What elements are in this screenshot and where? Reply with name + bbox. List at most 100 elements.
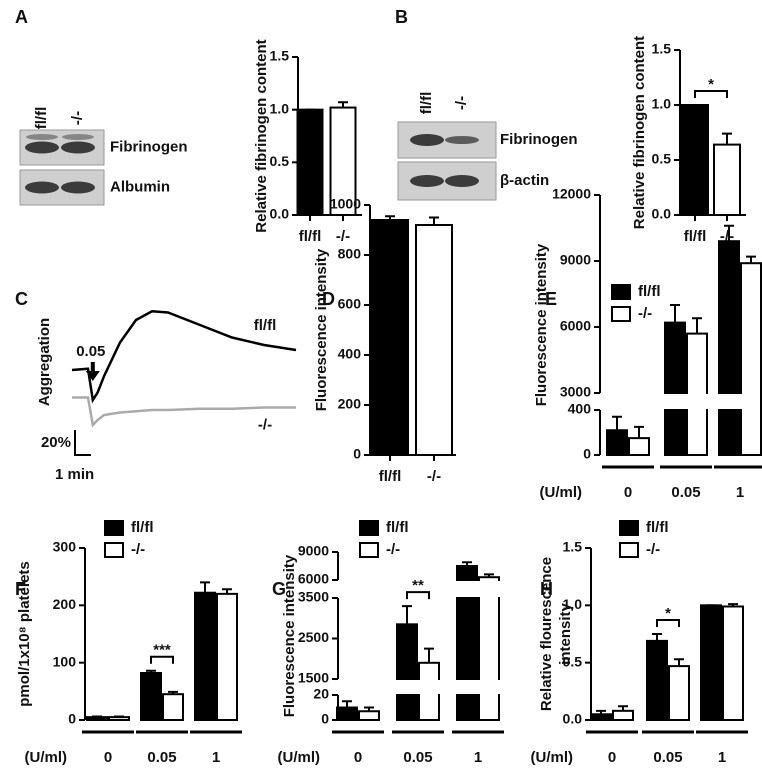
y-tick-label: 0.5: [270, 153, 290, 169]
blot-band: [61, 141, 95, 154]
blot-band: [25, 141, 59, 154]
y-axis-label: pmol/1x10⁸ platelets: [16, 561, 33, 706]
y-tick-label: 0.5: [652, 151, 672, 167]
bar: [396, 623, 418, 722]
legend-label: fl/fl: [131, 519, 154, 536]
x-tick-label: 1: [718, 749, 726, 766]
error-bar: [484, 573, 494, 578]
panel-letter: E: [545, 289, 557, 309]
panel-letter: B: [395, 7, 408, 27]
y-tick-label: 1500: [298, 670, 329, 686]
lane-label: fl/fl: [418, 92, 435, 115]
legend-label: fl/fl: [638, 283, 661, 300]
legend-swatch: [611, 284, 631, 300]
legend-swatch: [619, 542, 639, 558]
bar: [86, 716, 108, 722]
band-label: Fibrinogen: [110, 138, 188, 155]
y-tick-label: 3500: [298, 589, 329, 605]
y-axis-label: intensity: [557, 603, 574, 665]
x-tick-label: 1: [736, 484, 744, 501]
error-bar: [364, 706, 374, 712]
lane-label: -/-: [453, 96, 470, 110]
x-tick-label: fl/fl: [684, 228, 707, 245]
significance-label: *: [708, 76, 714, 93]
error-bar: [674, 658, 684, 667]
panel-letter: G: [272, 579, 286, 599]
significance-label: **: [412, 577, 424, 594]
panel-letter: C: [15, 289, 28, 309]
x-tick-label: 0.05: [671, 484, 700, 501]
x-axis-label: (U/ml): [278, 749, 321, 766]
panel-letter: A: [15, 7, 28, 27]
y-tick-label: 200: [53, 596, 77, 612]
bar: [358, 710, 380, 721]
bar: [162, 693, 184, 722]
legend-swatch: [104, 520, 124, 536]
series-label: -/-: [258, 416, 272, 433]
scale-label: 1 min: [55, 466, 94, 483]
error-bar: [728, 603, 738, 607]
y-tick-label: 12000: [552, 186, 591, 202]
x-tick-label: 0: [608, 749, 616, 766]
band-label: Albumin: [110, 178, 170, 195]
x-tick-label: 1: [212, 749, 220, 766]
bar: [681, 104, 709, 216]
trace: [71, 309, 297, 404]
significance-bracket: [150, 655, 174, 664]
y-axis-label: Fluorescence intensity: [281, 554, 298, 717]
blot-band: [445, 136, 479, 144]
y-axis-label: Relative fibrinogen content: [253, 39, 270, 232]
y-axis-label: Relative fibrinogen content: [631, 36, 648, 229]
error-bar: [596, 709, 606, 715]
x-tick-label: fl/fl: [379, 468, 402, 485]
axis-break: [340, 581, 502, 597]
error-bar: [746, 255, 756, 264]
error-bar: [634, 425, 644, 439]
significance-bracket: [406, 591, 430, 600]
scale-bar: [74, 430, 91, 456]
bar: [713, 143, 741, 217]
bar: [216, 592, 238, 721]
bar: [606, 429, 628, 456]
error-bar: [670, 304, 680, 323]
error-bar: [200, 581, 210, 593]
x-axis-label: (U/ml): [531, 749, 574, 766]
y-tick-label: 200: [338, 396, 362, 412]
bar: [718, 240, 740, 456]
legend-label: -/-: [386, 541, 400, 558]
y-tick-label: 0.5: [563, 653, 583, 669]
legend-swatch: [359, 542, 379, 558]
legend-label: -/-: [131, 541, 145, 558]
error-bar: [462, 561, 472, 566]
y-tick-label: 1.0: [652, 96, 672, 112]
blot-band: [62, 134, 94, 140]
y-tick-label: 300: [53, 539, 77, 555]
bar: [296, 108, 324, 216]
y-tick-label: 1000: [330, 196, 361, 212]
y-tick-label: 100: [53, 653, 77, 669]
y-tick-label: 3000: [560, 384, 591, 400]
error-bar: [402, 605, 412, 625]
significance-label: ***: [153, 642, 171, 659]
x-tick-label: -/-: [336, 228, 350, 245]
error-bar: [114, 715, 124, 718]
error-bar: [429, 216, 439, 225]
bar: [590, 713, 612, 721]
y-tick-label: 9000: [560, 252, 591, 268]
bar: [700, 604, 722, 721]
blot-band: [25, 181, 59, 194]
x-tick-label: 0: [624, 484, 632, 501]
legend-label: fl/fl: [646, 519, 669, 536]
x-tick-label: fl/fl: [299, 228, 322, 245]
bar: [664, 321, 686, 456]
y-tick-label: 400: [338, 346, 362, 362]
bar: [371, 219, 409, 456]
bar: [612, 709, 634, 721]
y-tick-label: 0: [353, 446, 361, 462]
legend-swatch: [104, 542, 124, 558]
legend-label: -/-: [638, 305, 652, 322]
bar: [722, 605, 744, 721]
y-tick-label: 1.5: [563, 539, 583, 555]
y-tick-label: 0.0: [270, 206, 290, 222]
error-bar: [338, 101, 348, 108]
